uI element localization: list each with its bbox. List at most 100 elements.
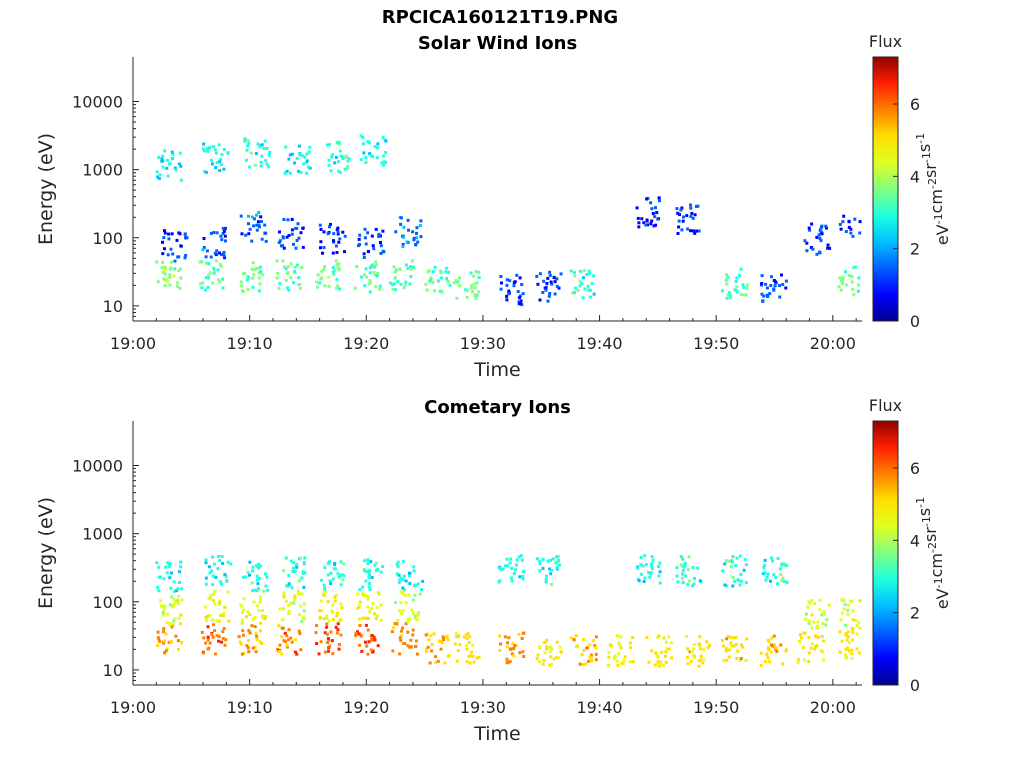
heatmap-cell	[697, 229, 701, 233]
heatmap-cell	[337, 140, 341, 144]
heatmap-cell	[168, 576, 172, 580]
heatmap-cell	[290, 232, 294, 236]
heatmap-cell	[315, 624, 319, 628]
heatmap-cell	[760, 282, 764, 285]
heatmap-cell	[381, 136, 385, 140]
heatmap-cell	[415, 231, 418, 235]
heatmap-cell	[499, 642, 503, 646]
heatmap-cell	[559, 272, 563, 276]
heatmap-cell	[466, 632, 470, 636]
heatmap-cell	[455, 659, 459, 663]
heatmap-cell	[852, 293, 856, 297]
heatmap-cell	[340, 573, 344, 577]
heatmap-cell	[305, 159, 309, 163]
heatmap-cell	[406, 620, 410, 624]
heatmap-cell	[773, 643, 777, 647]
heatmap-cell	[358, 588, 362, 592]
heatmap-cell	[844, 270, 847, 274]
heatmap-cell	[341, 155, 345, 159]
heatmap-cell	[737, 274, 741, 277]
heatmap-cell	[340, 606, 344, 610]
heatmap-cell	[220, 253, 224, 256]
heatmap-cell	[396, 280, 400, 284]
heatmap-cell	[419, 219, 423, 223]
heatmap-cell	[163, 651, 167, 654]
heatmap-cell	[521, 631, 525, 635]
heatmap-cell	[331, 251, 335, 255]
heatmap-cell	[178, 287, 182, 290]
heatmap-cell	[548, 567, 552, 571]
heatmap-cell	[204, 170, 208, 174]
heatmap-cell	[643, 576, 647, 580]
heatmap-cell	[814, 635, 818, 639]
heatmap-cell	[323, 590, 327, 593]
heatmap-cell	[264, 239, 268, 243]
heatmap-cell	[810, 613, 814, 617]
heatmap-cell	[323, 566, 327, 570]
heatmap-cell	[347, 157, 351, 161]
heatmap-cell	[426, 645, 430, 649]
heatmap-cell	[817, 635, 820, 639]
heatmap-cell	[805, 249, 809, 253]
heatmap-cell	[315, 642, 319, 645]
heatmap-cell	[396, 560, 400, 564]
heatmap-cell	[278, 607, 282, 611]
heatmap-cell	[290, 152, 294, 156]
heatmap-cell	[743, 293, 747, 297]
heatmap-cell	[849, 231, 853, 235]
heatmap-cell	[259, 160, 263, 164]
heatmap-cell	[810, 222, 814, 226]
heatmap-cell	[287, 628, 291, 632]
heatmap-cell	[326, 600, 330, 604]
heatmap-cell	[513, 644, 517, 647]
heatmap-cell	[206, 635, 210, 639]
heatmap-cell	[559, 650, 563, 654]
heatmap-cell	[682, 565, 686, 569]
heatmap-cell	[854, 619, 858, 623]
heatmap-cell	[320, 269, 324, 273]
heatmap-cell	[538, 560, 542, 563]
heatmap-cell	[367, 576, 371, 580]
heatmap-cell	[302, 585, 306, 589]
heatmap-cell	[768, 660, 772, 664]
heatmap-cell	[513, 568, 517, 572]
heatmap-cell	[781, 576, 785, 580]
heatmap-cell	[399, 590, 403, 594]
heatmap-cell	[839, 288, 843, 292]
heatmap-cell	[169, 586, 173, 590]
heatmap-cell	[616, 663, 620, 667]
heatmap-cell	[401, 592, 404, 596]
heatmap-cell	[581, 663, 585, 667]
heatmap-cell	[371, 602, 375, 605]
colorbar-tick-label: 6	[910, 459, 920, 478]
heatmap-cell	[218, 600, 222, 604]
heatmap-cell	[685, 635, 688, 638]
heatmap-cell	[665, 647, 669, 651]
heatmap-cell	[204, 261, 208, 265]
heatmap-cell	[247, 650, 251, 654]
heatmap-cell	[678, 213, 681, 216]
heatmap-cell	[851, 609, 855, 613]
heatmap-cell	[379, 241, 382, 244]
heatmap-cell	[403, 642, 407, 645]
heatmap-cell	[293, 595, 297, 599]
heatmap-cell	[587, 659, 591, 663]
heatmap-cell	[656, 655, 660, 659]
heatmap-cell	[204, 615, 208, 619]
heatmap-cell	[784, 648, 788, 652]
heatmap-cell	[677, 219, 681, 223]
heatmap-cell	[446, 280, 450, 284]
heatmap-cell	[259, 621, 263, 625]
plot-area	[133, 421, 862, 685]
heatmap-cell	[365, 644, 369, 648]
heatmap-cell	[376, 271, 380, 275]
heatmap-cell	[510, 579, 514, 583]
heatmap-cell	[315, 280, 319, 284]
heatmap-cell	[245, 278, 249, 282]
heatmap-cell	[778, 295, 782, 299]
heatmap-cell	[211, 555, 215, 559]
heatmap-cell	[538, 569, 542, 573]
heatmap-cell	[458, 276, 461, 280]
heatmap-cell	[730, 560, 734, 564]
